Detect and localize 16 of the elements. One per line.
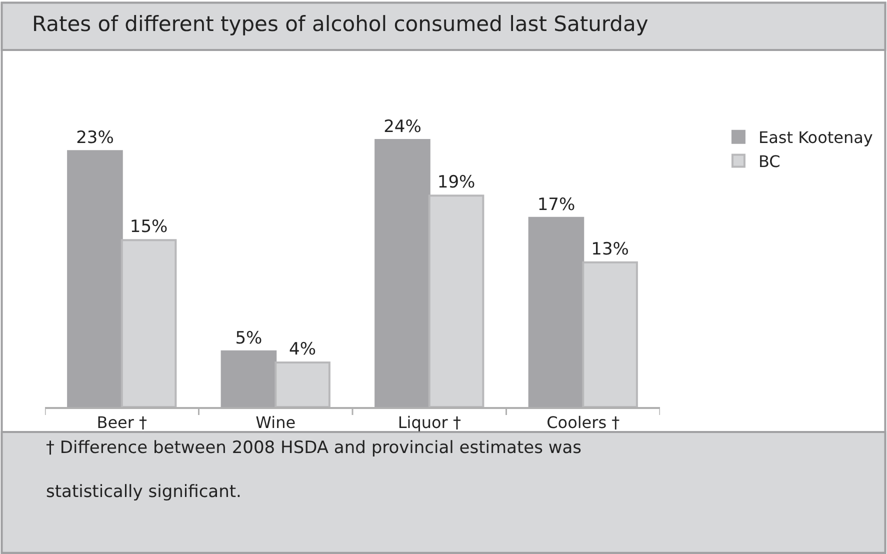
- data-label: 19%: [437, 172, 476, 193]
- x-tick-label: Wine: [256, 412, 296, 432]
- x-tick-label: Beer †: [96, 412, 148, 432]
- text: † Difference between 2008 HSDA and provincial estimates was statistically significant.: [46, 438, 582, 502]
- x-tick-label: Coolers †: [546, 412, 620, 432]
- data-label: 24%: [384, 117, 422, 138]
- chart-title: Rates of different types of alcohol consumed last Saturday: [32, 12, 648, 36]
- data-label: 17%: [537, 194, 576, 215]
- data-label: 5%: [235, 328, 262, 348]
- data-label: 4%: [289, 340, 316, 360]
- data-label: 15%: [130, 217, 168, 238]
- legend-label: BC: [758, 152, 780, 171]
- data-label: 23%: [76, 128, 114, 148]
- x-tick-label: Liquor †: [398, 412, 461, 432]
- data-label: 13%: [591, 239, 629, 260]
- legend-label: East Kootenay: [758, 128, 873, 148]
